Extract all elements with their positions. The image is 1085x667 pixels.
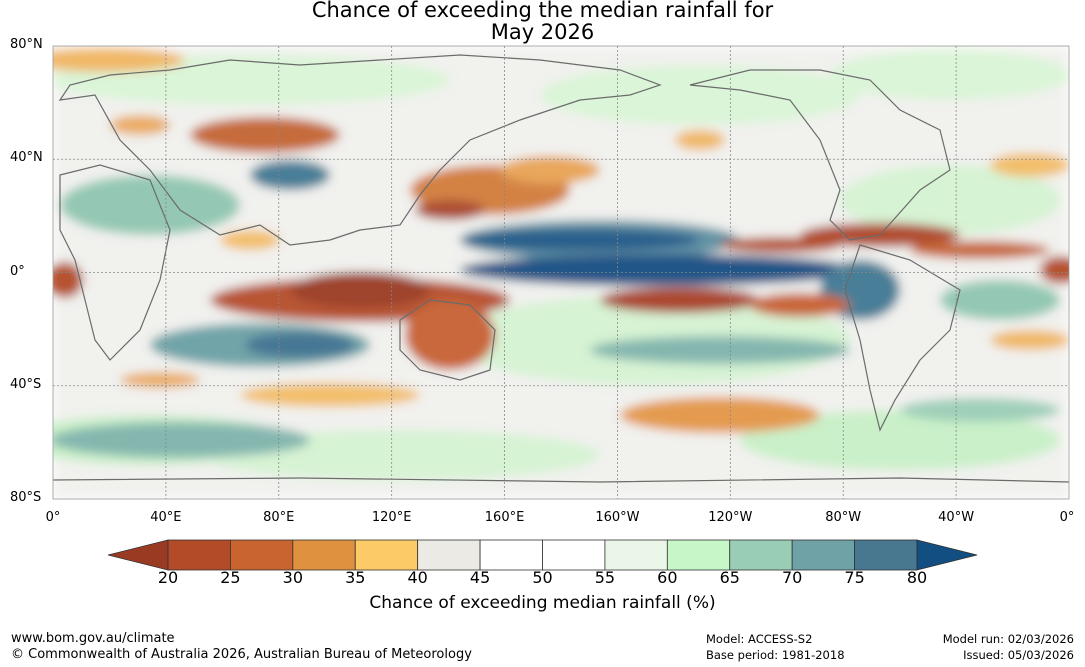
issued-date: Issued: 05/03/2026 bbox=[963, 648, 1074, 662]
colorbar-boxes bbox=[107, 539, 978, 571]
colorbar-tick-label: 20 bbox=[157, 568, 179, 587]
colorbar-box bbox=[604, 539, 668, 571]
colorbar-box bbox=[666, 539, 731, 571]
map-title-line-1: Chance of exceeding the median rainfall … bbox=[311, 0, 774, 22]
colorbar-box bbox=[542, 539, 606, 571]
colorbar-extend-low bbox=[107, 539, 169, 571]
graticule bbox=[53, 46, 1069, 499]
north-america-outline bbox=[689, 69, 951, 241]
longitude-label: 80°E bbox=[263, 510, 295, 525]
rainfall-field bbox=[53, 46, 1069, 499]
colorbar-box bbox=[354, 539, 419, 571]
longitude-label: 160°W bbox=[595, 510, 640, 525]
longitude-label: 80°W bbox=[825, 510, 862, 525]
colorbar-tick-label: 75 bbox=[844, 568, 865, 587]
latitude-label: 80°N bbox=[10, 37, 43, 52]
website-link[interactable]: www.bom.gov.au/climate bbox=[11, 631, 175, 646]
longitude-label: 0° bbox=[1059, 510, 1075, 525]
colorbar-box bbox=[479, 539, 543, 571]
colorbar-tick-label: 70 bbox=[781, 568, 803, 587]
colorbar-tick-label: 45 bbox=[469, 568, 491, 587]
colorbar-box bbox=[417, 539, 481, 571]
model-name: Model: ACCESS-S2 bbox=[706, 632, 813, 646]
colorbar-box bbox=[292, 539, 356, 571]
longitude-label: 160°E bbox=[484, 510, 525, 525]
copyright-text: © Commonwealth of Australia 2026, Austra… bbox=[11, 647, 472, 662]
colorbar-box bbox=[854, 539, 918, 571]
colorbar-tick-label: 40 bbox=[407, 568, 428, 587]
colorbar-box bbox=[230, 539, 294, 571]
colorbar-tick-label: 60 bbox=[657, 568, 678, 587]
latitude-label: 40°S bbox=[10, 376, 42, 392]
south-america-outline bbox=[844, 244, 961, 432]
latitude-label: 0° bbox=[10, 263, 25, 279]
colorbar-box bbox=[167, 539, 231, 571]
model-run-date: Model run: 02/03/2026 bbox=[942, 632, 1074, 646]
longitude-label: 0° bbox=[45, 510, 61, 525]
colorbar-tick-label: 30 bbox=[282, 568, 304, 587]
colorbar-tick-label: 35 bbox=[345, 568, 366, 587]
colorbar-extend-high bbox=[916, 539, 978, 571]
colorbar-box bbox=[729, 539, 793, 571]
longitude-label: 120°W bbox=[708, 510, 753, 525]
colorbar-tick-label: 55 bbox=[594, 568, 616, 587]
latitude-label: 80°S bbox=[10, 490, 42, 505]
base-period: Base period: 1981-2018 bbox=[706, 648, 845, 662]
colorbar-tick-label: 25 bbox=[220, 568, 241, 587]
map-frame bbox=[52, 45, 1070, 500]
map-title-line-2: May 2026 bbox=[490, 20, 595, 44]
colorbar-tick-label: 80 bbox=[906, 568, 928, 587]
colorbar-tick-label: 50 bbox=[532, 568, 553, 587]
eurasia-outline bbox=[58, 54, 662, 246]
latitude-label: 40°N bbox=[10, 150, 43, 166]
colorbar bbox=[107, 539, 978, 571]
rainfall-map bbox=[52, 45, 1070, 500]
australia-outline bbox=[399, 299, 496, 381]
longitude-label: 40°E bbox=[150, 510, 182, 525]
longitude-label: 120°E bbox=[371, 510, 412, 525]
africa-outline bbox=[59, 164, 171, 361]
longitude-label: 40°W bbox=[938, 510, 975, 525]
colorbar-tick-label: 65 bbox=[719, 568, 740, 587]
colorbar-title: Chance of exceeding median rainfall (%) bbox=[369, 593, 716, 613]
colorbar-box bbox=[791, 539, 855, 571]
